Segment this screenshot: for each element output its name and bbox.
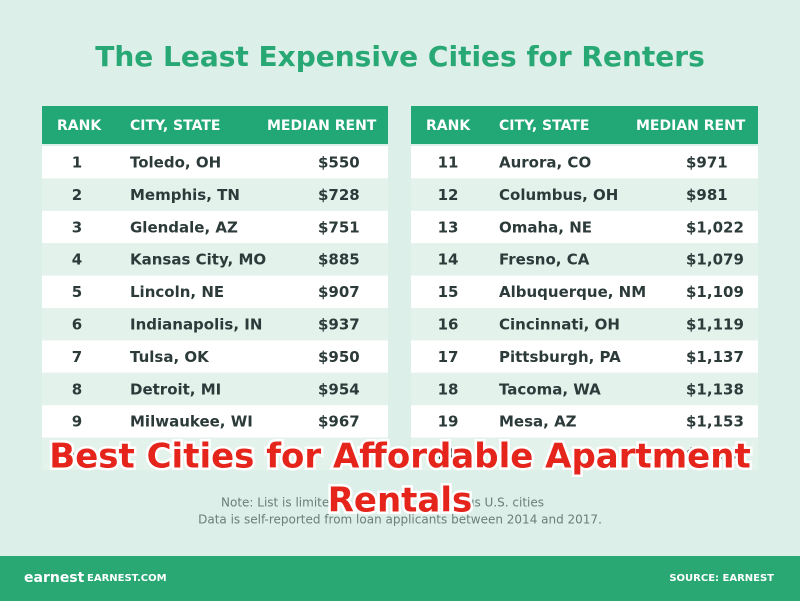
cell: Glendale, AZ [130,218,238,236]
header-cell: MEDIAN RENT [267,118,377,134]
cell: 15 [438,283,459,301]
cell: Albuquerque, NM [499,283,646,301]
cell: Mesa, AZ [499,413,577,431]
cell: Cincinnati, OH [499,316,620,334]
cell: 9 [72,413,82,431]
cell: $1,155 [686,445,744,463]
overlay-title: Best Cities for Affordable Apartment [49,437,750,477]
table-row [411,437,758,470]
cell: Omaha, NE [499,218,592,236]
cell: 4 [72,251,82,269]
cell: $1,079 [686,251,744,269]
cell: Aurora, CO [499,154,591,172]
cell: 8 [72,380,82,398]
cell: $954 [318,380,360,398]
cell: $550 [318,154,360,172]
cell: 1 [72,154,82,172]
cell: $1,119 [686,316,744,334]
footer-logo: earnest [24,570,85,586]
cell: 6 [72,316,82,334]
table-row [411,340,758,373]
table-row [42,146,388,179]
cell: 10 [67,445,88,463]
table-row [42,178,388,211]
cell: $751 [318,218,360,236]
cell: 19 [438,413,459,431]
cell: $981 [686,186,728,204]
cell: $971 [686,154,728,172]
table-row [42,243,388,276]
table-row [42,275,388,308]
cell: 14 [438,251,459,269]
cell: $937 [318,316,360,334]
cell: 18 [438,380,459,398]
table-row [411,308,758,341]
cell: $1,022 [686,218,744,236]
cell: Lincoln, NE [130,283,224,301]
cell: Milwaukee, WI [130,413,253,431]
cell: 20 [438,445,459,463]
cell: Detroit, MI [130,380,221,398]
cell: 7 [72,348,82,366]
table-row [411,275,758,308]
cell: $950 [318,348,360,366]
cell: 16 [438,316,459,334]
cell: Kansas City, MO [130,251,266,269]
header-cell: MEDIAN RENT [636,118,746,134]
cell: $728 [318,186,360,204]
header-cell: RANK [426,118,471,134]
overlay-title: Rentals [328,481,473,521]
title: The Least Expensive Cities for Renters [95,40,705,73]
cell: Tulsa, OK [130,348,210,366]
table-row [42,405,388,438]
table-header [42,106,388,144]
table-row [42,210,388,244]
cell: Fresno, CA [499,251,590,269]
cell: Columbus, OH [499,186,618,204]
cell: Pittsburgh, PA [499,348,621,366]
table-row [42,308,388,341]
table-header [411,106,758,144]
table-row [411,372,758,406]
cell: $1,138 [686,380,744,398]
cell: Tacoma, WA [499,380,601,398]
note: Data is self-reported from loan applican… [198,513,602,527]
table-row [42,372,388,406]
cell: 12 [438,186,459,204]
cell: $1,109 [686,283,744,301]
footer-band [0,556,800,601]
table-row [411,178,758,211]
footer-site: EARNEST.COM [87,573,167,584]
table-row [42,437,388,470]
note: us U.S. cities [467,496,544,510]
header-cell: CITY, STATE [499,118,589,134]
cell: $1,153 [686,413,744,431]
cell: $907 [318,283,360,301]
cell: 5 [72,283,82,301]
cell: 2 [72,186,82,204]
cell: 13 [438,218,459,236]
cell: Memphis, TN [130,186,240,204]
table-row [411,210,758,244]
cell: $1,137 [686,348,744,366]
footer-source: SOURCE: EARNEST [669,573,774,584]
table-row [42,340,388,373]
cell: 3 [72,218,82,236]
table-row [411,146,758,179]
cell: $967 [318,413,360,431]
cell: 11 [438,154,459,172]
table-row [411,243,758,276]
cell: Indianapolis, IN [130,316,262,334]
cell: Toledo, OH [130,154,221,172]
cell: $885 [318,251,360,269]
note: Note: List is limited [221,496,337,510]
header-cell: CITY, STATE [130,118,220,134]
header-cell: RANK [57,118,102,134]
cell: 17 [438,348,459,366]
table-row [411,405,758,438]
